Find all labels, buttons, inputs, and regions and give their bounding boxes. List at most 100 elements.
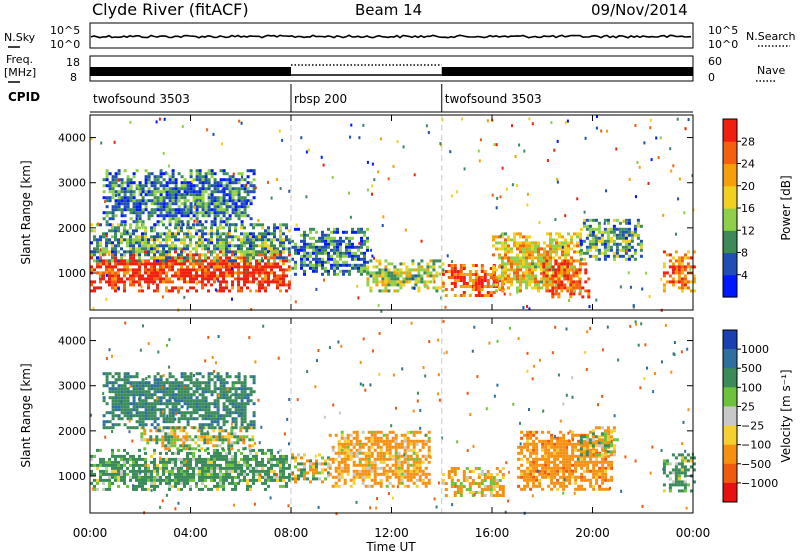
data-cell [159, 214, 163, 218]
data-cell [249, 375, 253, 379]
data-cell [102, 481, 105, 485]
data-cell [560, 289, 564, 293]
data-cell [120, 208, 124, 212]
data-cell [381, 277, 385, 281]
data-cell [375, 283, 379, 287]
data-cell [129, 259, 132, 263]
data-cell [204, 220, 208, 224]
data-cell [141, 223, 145, 227]
data-cell [581, 262, 585, 266]
data-cell [225, 283, 228, 287]
data-cell [225, 372, 229, 376]
data-cell [195, 172, 199, 176]
data-cell [219, 202, 223, 206]
noise-cell [626, 249, 629, 253]
data-cell [117, 378, 121, 382]
data-cell [132, 463, 135, 467]
data-cell [357, 227, 360, 231]
data-cell [549, 253, 552, 257]
data-cell [279, 460, 282, 464]
data-cell [252, 381, 256, 385]
data-cell [243, 187, 247, 191]
data-cell [174, 217, 178, 221]
data-cell [144, 268, 147, 272]
data-cell [246, 262, 249, 266]
data-cell [156, 381, 160, 385]
data-cell [345, 248, 348, 252]
data-cell [252, 187, 256, 191]
data-cell [396, 283, 400, 287]
noise-cell [516, 290, 519, 294]
data-cell [135, 214, 139, 218]
data-cell [213, 457, 216, 461]
data-cell [180, 211, 184, 215]
data-cell [174, 181, 178, 185]
data-cell [156, 469, 159, 473]
data-cell [186, 211, 190, 215]
data-cell [334, 433, 338, 437]
data-cell [579, 253, 582, 257]
data-cell [373, 439, 377, 443]
data-cell [393, 268, 397, 272]
data-cell [207, 405, 211, 409]
data-cell [492, 265, 495, 269]
data-cell [222, 402, 226, 406]
data-cell [612, 224, 616, 228]
data-cell [231, 250, 234, 254]
data-cell [315, 468, 318, 472]
data-cell [243, 472, 246, 476]
data-cell [177, 475, 180, 479]
data-cell [396, 280, 400, 284]
data-cell [453, 285, 457, 288]
data-cell [504, 238, 507, 242]
data-cell [261, 232, 264, 236]
data-cell [213, 172, 217, 176]
data-cell [252, 390, 256, 394]
data-cell [240, 286, 243, 290]
data-cell [222, 244, 225, 248]
data-cell [519, 250, 522, 254]
data-cell [279, 469, 282, 473]
data-cell [207, 262, 210, 266]
data-cell [189, 205, 193, 209]
data-cell [111, 214, 115, 218]
data-cell [578, 271, 582, 275]
data-cell [349, 439, 353, 443]
data-cell [501, 271, 504, 275]
data-cell [108, 372, 112, 376]
data-cell [528, 274, 531, 278]
data-cell [354, 230, 357, 234]
data-cell [171, 375, 175, 379]
data-cell [435, 259, 439, 263]
data-cell [117, 414, 121, 418]
data-cell [366, 280, 370, 284]
data-cell [219, 184, 223, 188]
data-cell [210, 454, 213, 458]
data-cell [420, 277, 424, 281]
noise-cell [217, 279, 220, 283]
data-cell [546, 232, 549, 236]
data-cell [624, 239, 628, 243]
data-cell [171, 289, 174, 293]
data-cell [348, 248, 351, 252]
data-cell [492, 268, 495, 272]
data-cell [312, 245, 315, 249]
data-cell [291, 453, 294, 457]
data-cell [200, 447, 204, 451]
data-cell [168, 277, 171, 281]
data-cell [261, 259, 264, 263]
data-cell [165, 426, 169, 430]
data-cell [156, 235, 159, 239]
data-cell [159, 411, 163, 415]
data-cell [459, 276, 463, 279]
data-cell [167, 447, 171, 451]
data-cell [343, 445, 347, 449]
data-cell [150, 184, 154, 188]
data-cell [105, 178, 109, 182]
data-cell [168, 399, 172, 403]
data-cell [96, 487, 99, 491]
data-cell [534, 244, 537, 248]
data-cell [267, 256, 270, 260]
data-cell [213, 181, 217, 185]
data-cell [282, 271, 285, 275]
